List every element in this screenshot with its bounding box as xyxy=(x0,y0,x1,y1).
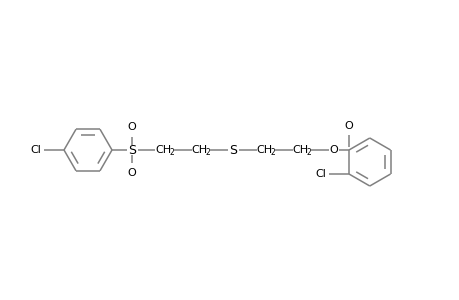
Text: S: S xyxy=(128,143,136,157)
Text: O: O xyxy=(344,121,353,131)
Text: CH: CH xyxy=(255,145,271,155)
Text: 2: 2 xyxy=(205,148,210,157)
Text: CH: CH xyxy=(155,145,171,155)
Text: Cl: Cl xyxy=(30,145,41,155)
Text: O: O xyxy=(127,122,136,132)
Text: S: S xyxy=(229,143,236,157)
Text: O: O xyxy=(127,168,136,178)
Text: CH: CH xyxy=(291,145,308,155)
Text: 2: 2 xyxy=(270,148,275,157)
Text: 2: 2 xyxy=(306,148,311,157)
Text: 2: 2 xyxy=(169,148,174,157)
Text: CH: CH xyxy=(190,145,207,155)
Text: O: O xyxy=(329,145,338,155)
Text: Cl: Cl xyxy=(315,169,326,179)
